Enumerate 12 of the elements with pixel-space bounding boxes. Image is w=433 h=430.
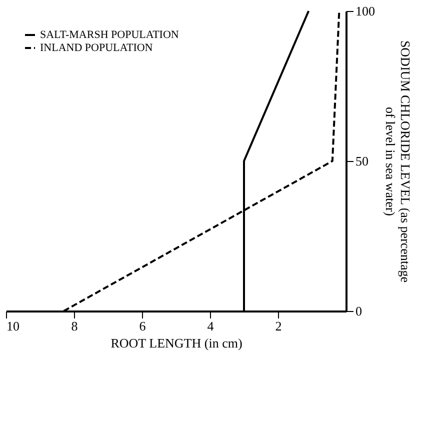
x-tick-label: 8 — [71, 318, 78, 334]
x-tick-label: 2 — [275, 318, 282, 334]
y-tick-label: 50 — [356, 154, 368, 168]
y-tick-label: 100 — [356, 4, 375, 18]
x-tick-label: 10 — [6, 318, 20, 334]
legend-label: SALT-MARSH POPULATION — [40, 29, 179, 41]
x-axis-title: ROOT LENGTH (in cm) — [110, 336, 242, 350]
y-tick-label: 0 — [356, 304, 362, 318]
x-tick-label: 6 — [139, 318, 146, 334]
y-axis-title: SODIUM CHLORIDE LEVEL (as percentage of level in sea water) — [383, 40, 413, 283]
x-tick-label: 4 — [207, 318, 214, 334]
legend-label: INLAND POPULATION — [40, 42, 153, 54]
